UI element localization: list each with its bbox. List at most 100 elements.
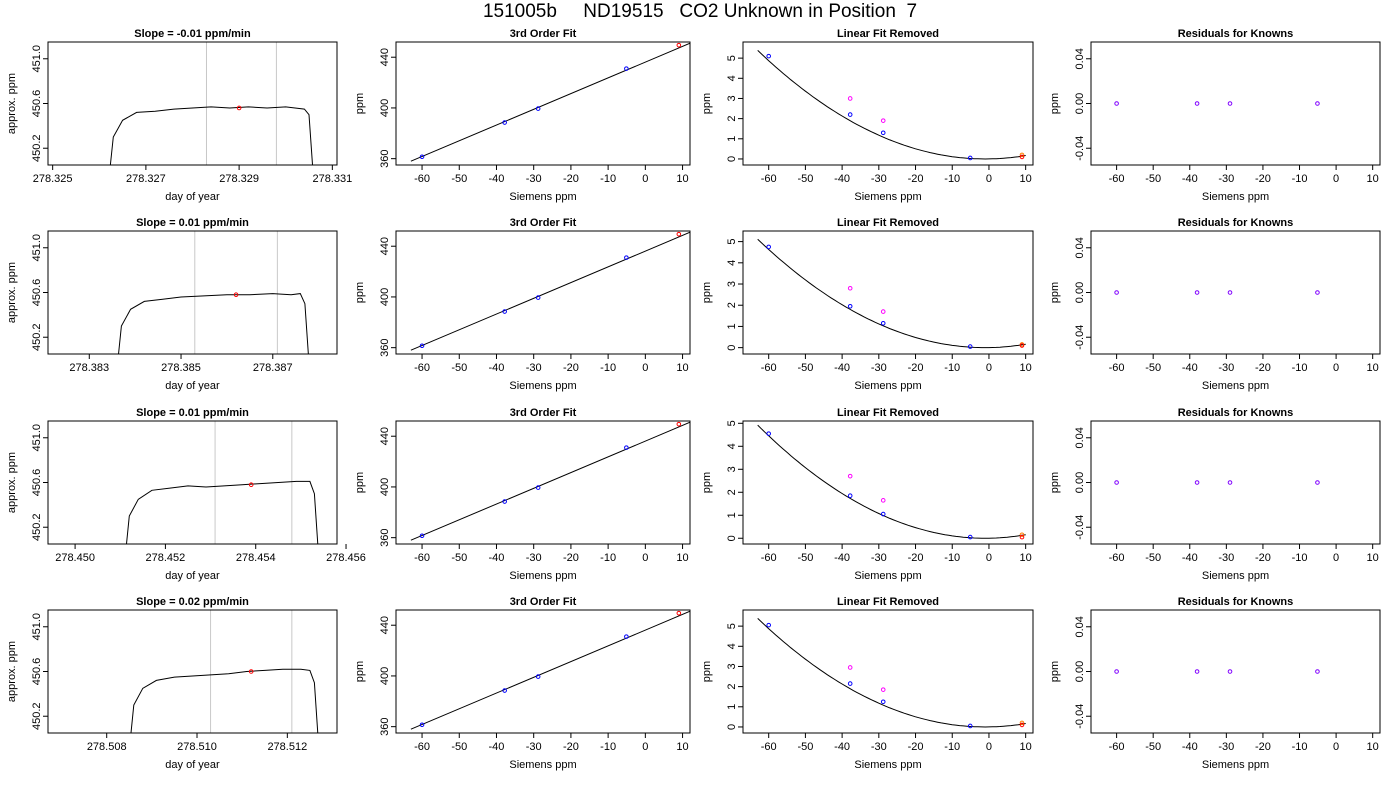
plot-title: Residuals for Knowns [1178, 217, 1294, 229]
x-tick-label: 278.385 [161, 362, 201, 374]
y-tick-label: -0.04 [1074, 136, 1086, 161]
known-point [847, 493, 853, 499]
fit-curve [757, 238, 1026, 349]
unknown-point [1019, 722, 1025, 728]
x-tick-label: -20 [563, 741, 579, 753]
x-tick-label: 0 [986, 173, 992, 185]
x-tick-label: -60 [1109, 741, 1125, 753]
y-tick-label: 400 [379, 478, 391, 496]
plot-title: Slope = 0.02 ppm/min [136, 596, 249, 608]
x-tick-label: -20 [563, 552, 579, 564]
x-tick-label: -30 [871, 362, 887, 374]
panel-4-2: 3rd Order Fit -60 -50 -40 -30 -20 -10 0 10 360 400… [354, 596, 691, 771]
y-tick-label: 2 [726, 302, 738, 308]
x-tick-label: 10 [1367, 741, 1379, 753]
y-tick-label: 360 [379, 338, 391, 356]
raw-point [847, 665, 853, 670]
x-axis-label: day of year [165, 191, 220, 203]
x-axis-label: Siemens ppm [509, 570, 576, 582]
y-tick-label: 440 [379, 427, 391, 445]
x-axis-label: Siemens ppm [1202, 191, 1269, 203]
panel-3-4: Residuals for Knowns -60 -50 -40 -30 -20 -10 0 1… [1049, 407, 1381, 582]
x-tick-label: 278.387 [253, 362, 293, 374]
x-tick-label: -10 [944, 362, 960, 374]
plot-area [118, 231, 309, 354]
plot-area [1114, 480, 1320, 485]
y-tick-label: 0 [726, 345, 738, 351]
x-tick-label: 0 [642, 362, 648, 374]
y-axis-label: ppm [1049, 282, 1061, 303]
known-point [967, 155, 973, 161]
known-point [624, 634, 629, 639]
y-tick-label: -0.04 [1074, 515, 1086, 540]
orange-point [1019, 720, 1025, 726]
known-point [766, 53, 771, 59]
known-point [880, 130, 886, 136]
fit-curve [757, 424, 1026, 539]
x-tick-label: -60 [1109, 552, 1125, 564]
residual-point [1114, 669, 1119, 674]
x-tick-label: -10 [1292, 741, 1308, 753]
plot-frame [395, 609, 691, 734]
y-tick-label: 450.6 [31, 90, 43, 118]
x-tick-label: -20 [908, 362, 924, 374]
known-point [880, 699, 886, 705]
x-tick-label: 278.510 [177, 741, 217, 753]
y-axis-label: approx. ppm [6, 452, 18, 513]
known-point [535, 674, 541, 679]
x-tick-label: 278.329 [219, 173, 259, 185]
known-point [847, 112, 853, 117]
x-tick-label: -40 [834, 362, 850, 374]
y-tick-label: 2 [726, 116, 738, 122]
plot-area [125, 421, 319, 544]
plot-title: Linear Fit Removed [837, 217, 939, 229]
x-tick-label: -50 [451, 173, 467, 185]
x-tick-label: -60 [1109, 173, 1125, 185]
plot-frame [1090, 230, 1381, 355]
y-tick-label: 440 [379, 48, 391, 66]
y-tick-label: -0.04 [1074, 704, 1086, 729]
y-tick-label: 451.0 [31, 234, 43, 262]
x-tick-label: -40 [489, 173, 505, 185]
x-tick-label: -30 [871, 173, 887, 185]
x-tick-label: -20 [908, 173, 924, 185]
plot-title: Slope = -0.01 ppm/min [134, 28, 251, 40]
x-tick-label: -20 [1255, 552, 1271, 564]
plot-title: Slope = 0.01 ppm/min [136, 217, 249, 229]
known-point [847, 681, 853, 686]
raw-point [847, 473, 853, 479]
fit-curve [757, 50, 1026, 160]
known-point [880, 320, 886, 326]
plot-area [410, 231, 690, 351]
known-point [535, 106, 541, 111]
panel-2-3: Linear Fit Removed -60 -50 -40 -30 -20 -10 0 10 0… [701, 217, 1034, 392]
x-tick-label: 10 [1367, 552, 1379, 564]
panel-1-3: Linear Fit Removed -60 -50 -40 -30 -20 -10 0 10 0… [701, 28, 1034, 203]
x-tick-label: -50 [1145, 173, 1161, 185]
unknown-point [1019, 154, 1025, 160]
x-tick-label: 10 [676, 362, 688, 374]
mean-point [236, 105, 242, 111]
plot-title: Linear Fit Removed [837, 596, 939, 608]
plot-frame [742, 420, 1034, 545]
y-tick-label: -0.04 [1074, 325, 1086, 350]
x-tick-label: -30 [1218, 552, 1234, 564]
unknown-point [676, 231, 682, 237]
y-tick-label: 1 [726, 323, 738, 329]
y-tick-label: 1 [726, 704, 738, 710]
x-tick-label: -20 [1255, 173, 1271, 185]
x-tick-label: 10 [676, 173, 688, 185]
y-tick-label: 5 [726, 55, 738, 61]
x-tick-label: -40 [834, 552, 850, 564]
x-tick-label: 10 [1020, 552, 1032, 564]
residual-point [1114, 101, 1119, 106]
panel-3-1: Slope = 0.01 ppm/min 278.450 278.452 278.45… [6, 407, 366, 582]
x-axis-label: day of year [165, 570, 220, 582]
y-tick-label: 4 [726, 443, 738, 449]
x-axis-label: Siemens ppm [1202, 759, 1269, 771]
residual-point [1315, 669, 1320, 674]
x-tick-label: -60 [761, 741, 777, 753]
x-tick-label: -20 [908, 552, 924, 564]
y-tick-label: 0.00 [1074, 661, 1086, 682]
known-point [624, 255, 629, 260]
